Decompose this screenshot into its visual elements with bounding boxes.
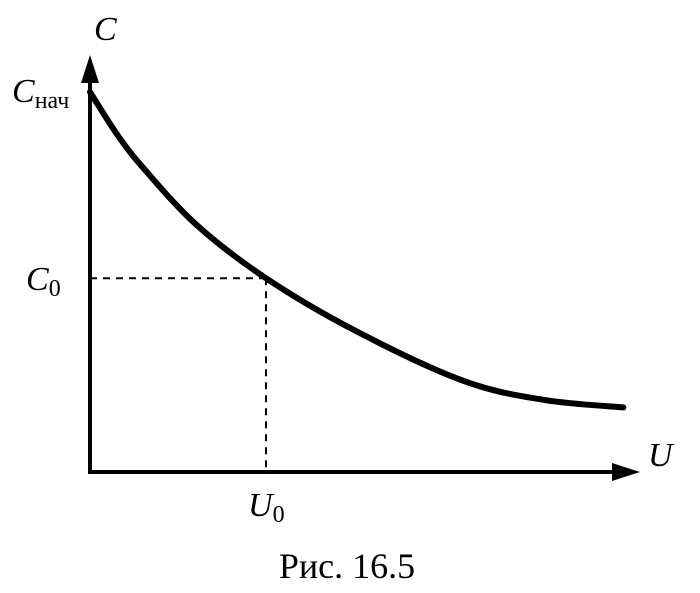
series-line — [87, 89, 627, 411]
figure-caption: Рис. 16.5 — [279, 546, 415, 586]
y-tick-label-c-nach-sub: нач — [35, 88, 70, 114]
y-axis-title: C — [94, 11, 117, 48]
x-axis-title: U — [648, 437, 675, 474]
y-tick-label-c0-base: C — [26, 261, 49, 298]
y-axis-arrow — [81, 55, 99, 83]
x-tick-label-u0: U0 — [248, 487, 285, 528]
x-tick-label-u0-base: U — [248, 487, 275, 524]
y-tick-label-c0-sub: 0 — [49, 276, 61, 302]
x-tick-label-u0-sub: 0 — [273, 502, 285, 528]
y-tick-label-c-nach-base: C — [12, 73, 35, 110]
x-axis-arrow — [612, 463, 640, 481]
y-tick-label-c0: C0 — [26, 261, 61, 302]
y-tick-label-c-nach: Cнач — [12, 73, 69, 114]
